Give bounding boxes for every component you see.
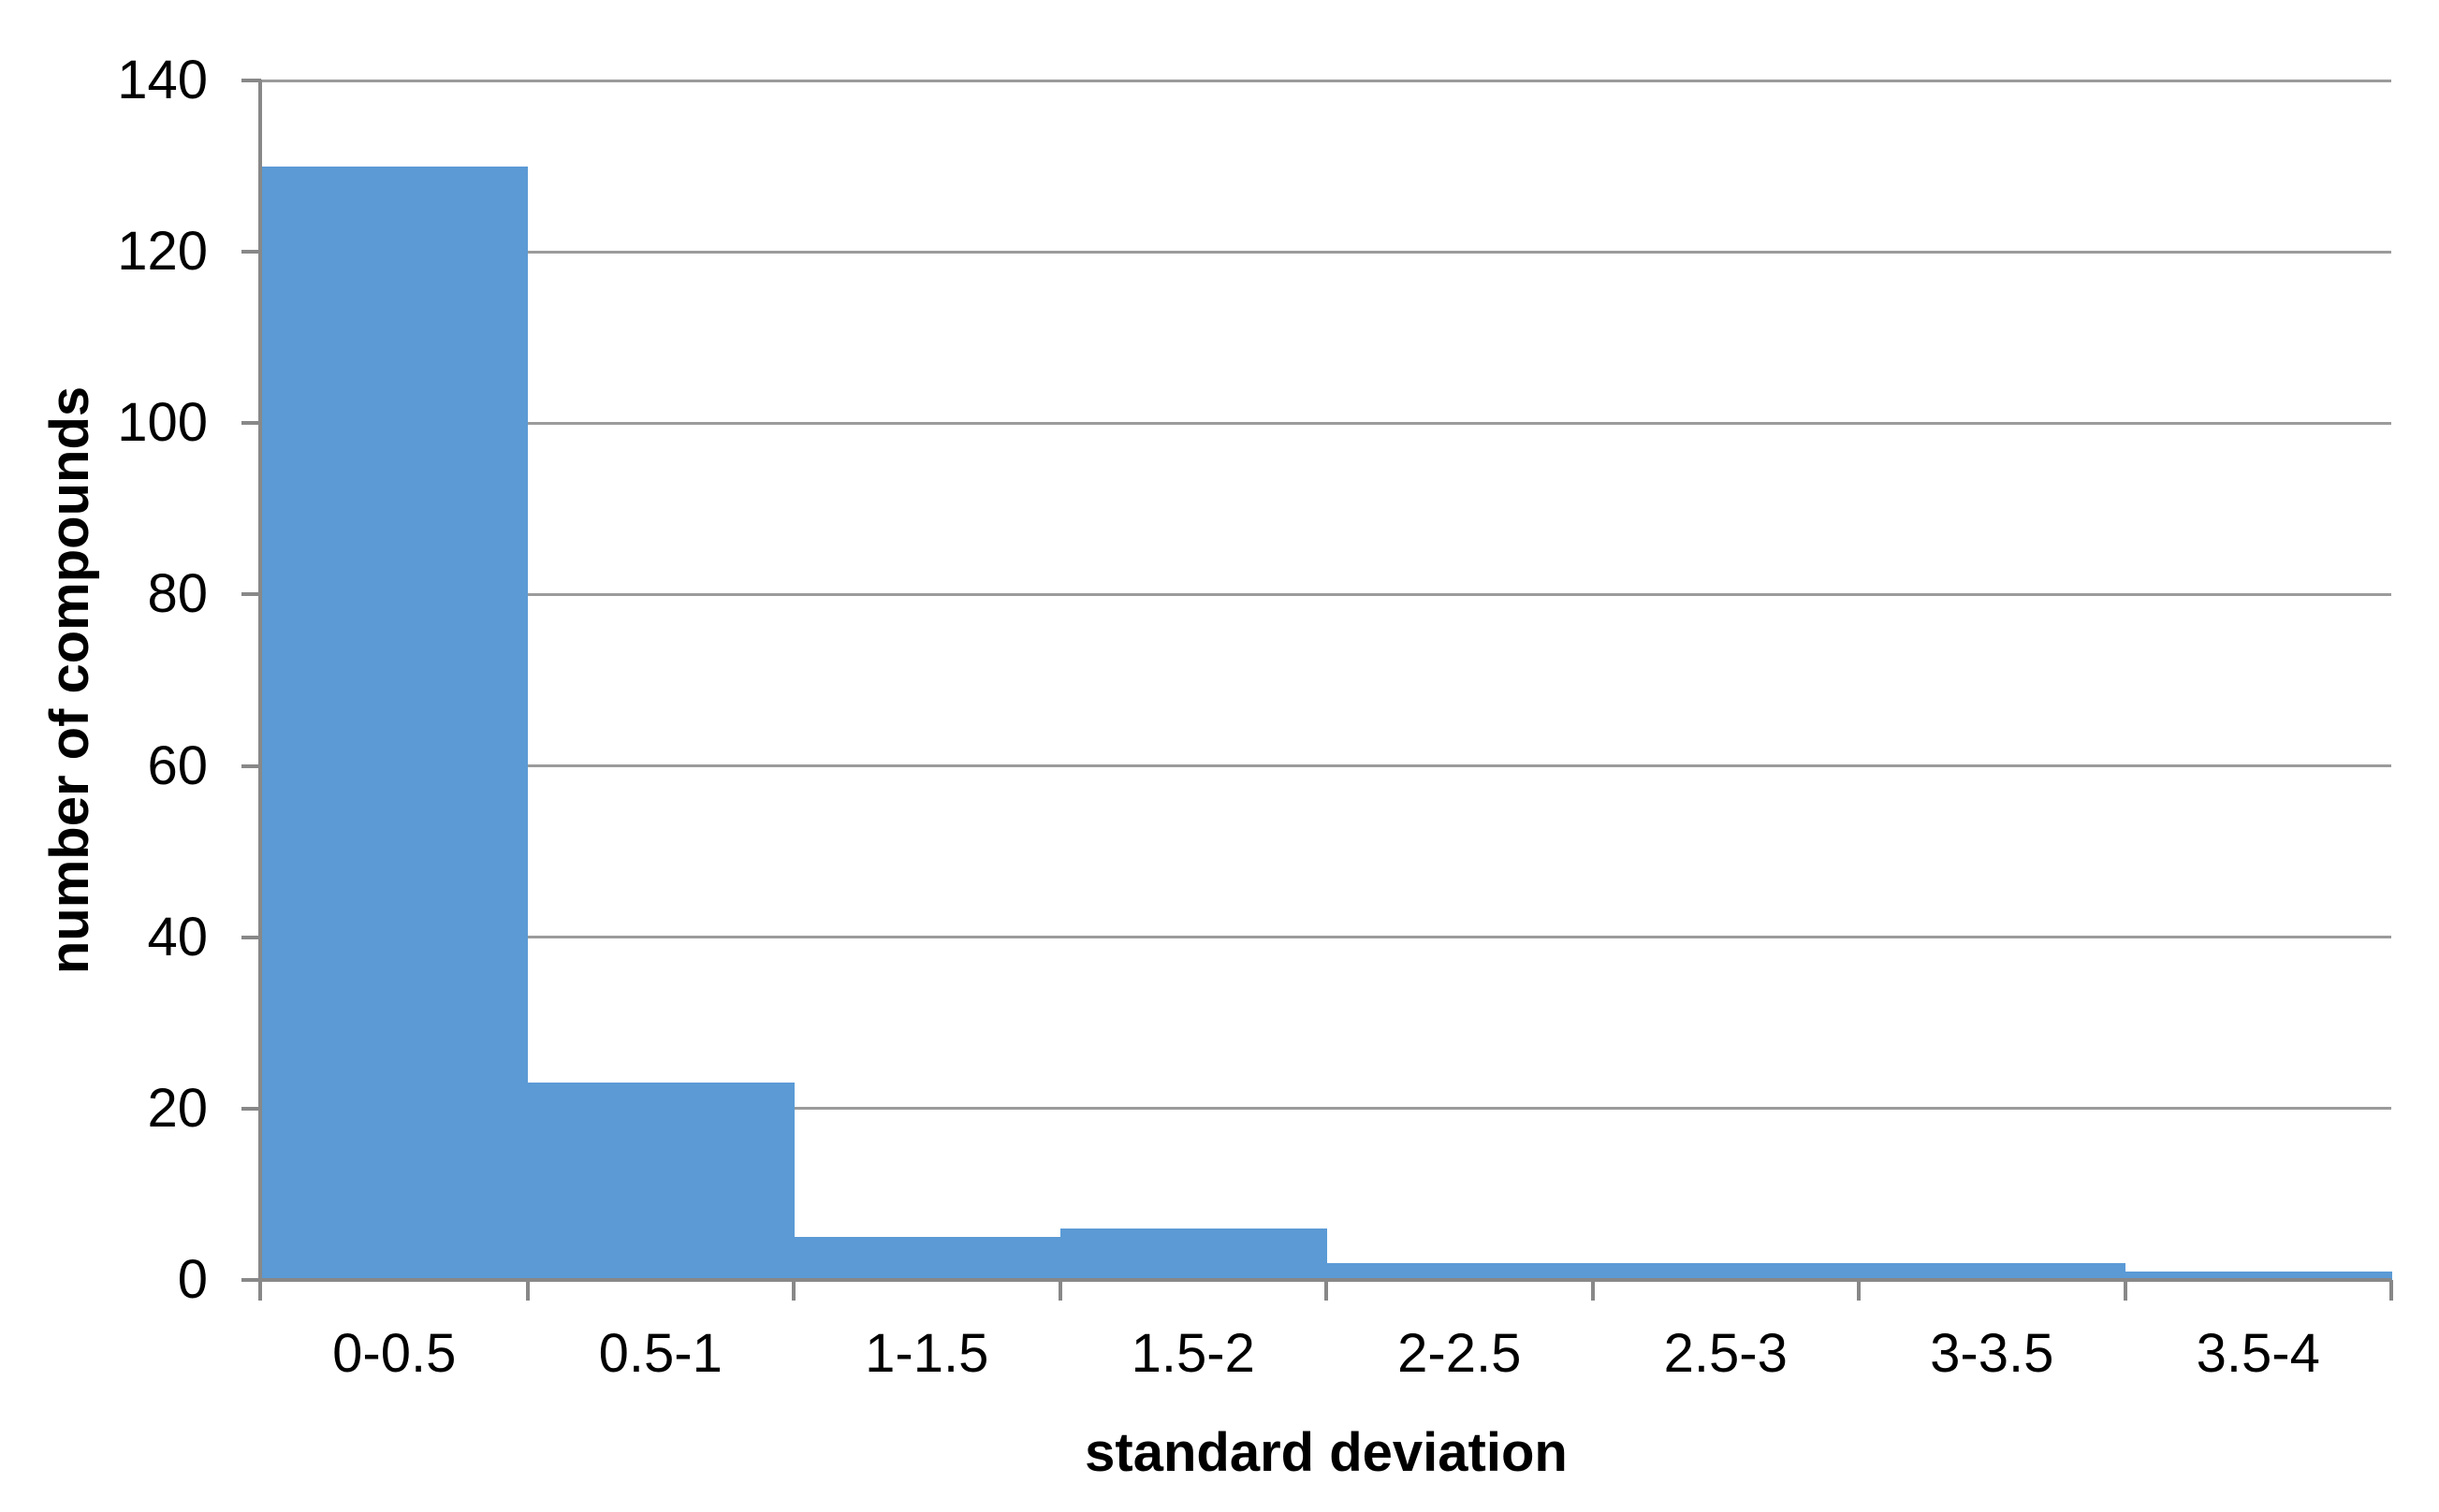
x-tick-mark bbox=[1324, 1280, 1328, 1301]
y-tick-mark bbox=[241, 1278, 261, 1282]
bar-0.5-1 bbox=[527, 1083, 795, 1280]
x-axis-line bbox=[241, 1278, 2391, 1282]
y-tick-mark bbox=[241, 592, 261, 597]
x-tick-mark bbox=[1058, 1280, 1062, 1301]
y-tick-label: 60 bbox=[147, 734, 208, 796]
y-gridline bbox=[261, 936, 2391, 939]
x-tick-label: 2-2.5 bbox=[1397, 1323, 1522, 1384]
y-tick-mark bbox=[241, 79, 261, 82]
bar-3.5-4 bbox=[2125, 1271, 2392, 1280]
x-tick-mark bbox=[2389, 1280, 2393, 1301]
x-tick-label: 0.5-1 bbox=[598, 1323, 723, 1384]
x-tick-mark bbox=[792, 1280, 796, 1301]
x-tick-label: 1.5-2 bbox=[1131, 1323, 1255, 1384]
y-tick-mark bbox=[241, 421, 261, 426]
x-tick-label: 0-0.5 bbox=[332, 1323, 457, 1384]
y-tick-label: 0 bbox=[177, 1249, 208, 1310]
bar-2.5-3 bbox=[1592, 1262, 1860, 1280]
y-tick-label: 140 bbox=[117, 50, 208, 110]
y-gridline bbox=[261, 764, 2391, 768]
y-tick-label: 120 bbox=[117, 221, 208, 283]
y-tick-label: 100 bbox=[117, 392, 208, 454]
y-tick-label: 20 bbox=[147, 1077, 208, 1139]
bar-1-1.5 bbox=[794, 1237, 1060, 1280]
x-tick-label: 3-3.5 bbox=[1930, 1323, 2054, 1384]
y-axis-line bbox=[258, 79, 262, 1301]
y-tick-mark bbox=[241, 250, 261, 254]
bar-1.5-2 bbox=[1059, 1228, 1327, 1280]
bar-2-2.5 bbox=[1326, 1262, 1593, 1280]
y-gridline bbox=[261, 250, 2391, 254]
y-tick-mark bbox=[241, 935, 261, 939]
x-tick-label: 1-1.5 bbox=[865, 1323, 989, 1384]
x-tick-mark bbox=[525, 1280, 530, 1301]
x-axis-title: standard deviation bbox=[1085, 1422, 1568, 1483]
x-tick-label: 2.5-3 bbox=[1663, 1323, 1788, 1384]
x-tick-mark bbox=[1590, 1280, 1595, 1301]
y-gridline bbox=[261, 1107, 2391, 1111]
x-tick-mark bbox=[1857, 1280, 1861, 1301]
y-gridline bbox=[261, 421, 2391, 425]
bar-0-0.5 bbox=[261, 166, 528, 1280]
y-tick-label: 80 bbox=[147, 563, 208, 625]
y-gridline bbox=[261, 592, 2391, 596]
x-tick-label: 3.5-4 bbox=[2196, 1323, 2320, 1384]
y-tick-mark bbox=[241, 1106, 261, 1111]
y-tick-label: 40 bbox=[147, 906, 208, 967]
y-gridline bbox=[261, 79, 2391, 82]
y-tick-mark bbox=[241, 763, 261, 768]
bar-3-3.5 bbox=[1859, 1262, 2125, 1280]
x-tick-mark bbox=[2123, 1280, 2127, 1301]
